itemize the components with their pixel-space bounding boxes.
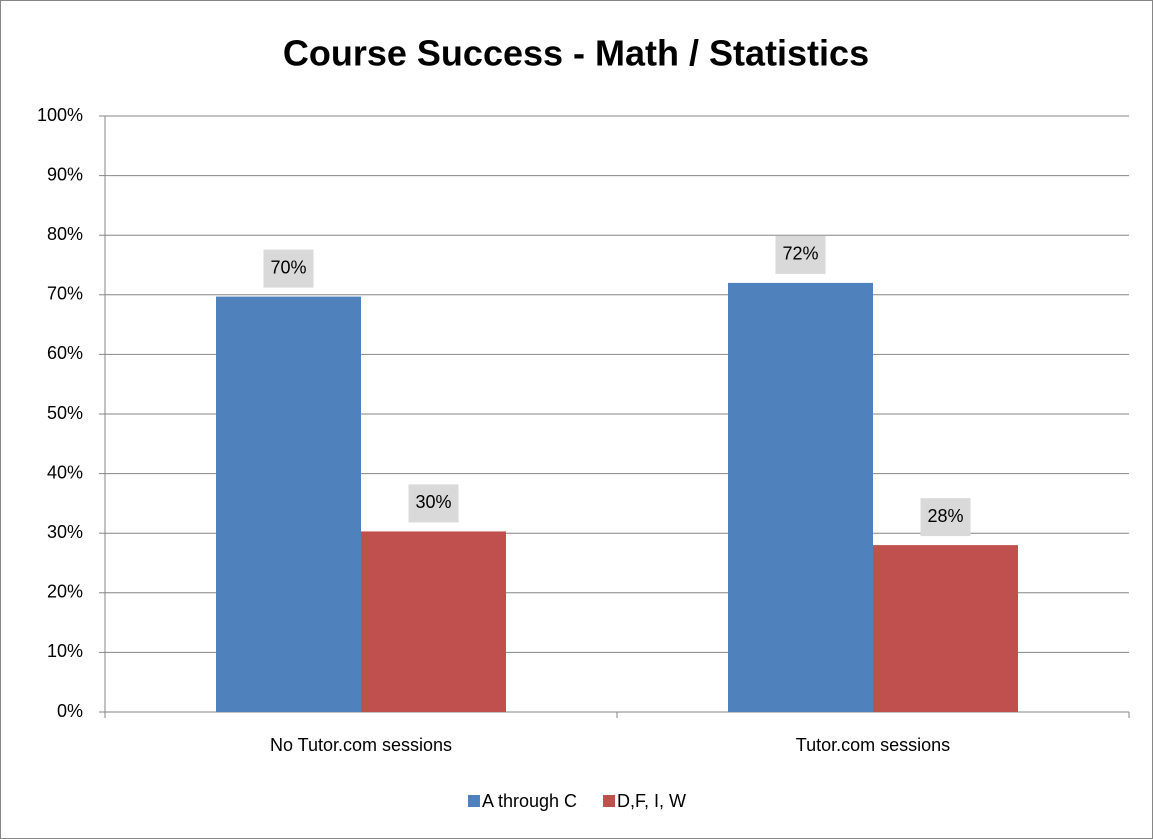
bar xyxy=(873,545,1018,712)
data-label-bg xyxy=(408,484,459,523)
y-tick-label: 30% xyxy=(47,522,83,542)
y-tick-label: 90% xyxy=(47,164,83,184)
bar xyxy=(361,531,506,712)
data-label: 28% xyxy=(927,506,963,526)
x-tick-label: No Tutor.com sessions xyxy=(270,735,452,755)
data-label-bg xyxy=(263,249,314,288)
y-tick-label: 50% xyxy=(47,403,83,423)
y-tick-label: 70% xyxy=(47,284,83,304)
y-tick-label: 100% xyxy=(37,105,83,125)
data-label: 70% xyxy=(270,257,306,277)
legend-swatch xyxy=(603,795,616,807)
chart-title: Course Success - Math / Statistics xyxy=(283,33,869,74)
y-tick-label: 0% xyxy=(57,701,83,721)
x-tick-label: Tutor.com sessions xyxy=(796,735,950,755)
legend-swatch xyxy=(467,795,480,807)
data-label: 72% xyxy=(782,244,818,264)
legend-label: A through C xyxy=(482,791,577,811)
y-tick-label: 10% xyxy=(47,641,83,661)
data-label-bg xyxy=(920,498,971,537)
bar xyxy=(216,296,361,712)
legend-label: D,F, I, W xyxy=(617,791,686,811)
y-tick-label: 40% xyxy=(47,462,83,482)
bar xyxy=(728,282,873,712)
y-tick-label: 20% xyxy=(47,582,83,602)
data-label-bg xyxy=(775,235,826,274)
data-label: 30% xyxy=(415,492,451,512)
y-tick-label: 60% xyxy=(47,343,83,363)
y-tick-label: 80% xyxy=(47,224,83,244)
